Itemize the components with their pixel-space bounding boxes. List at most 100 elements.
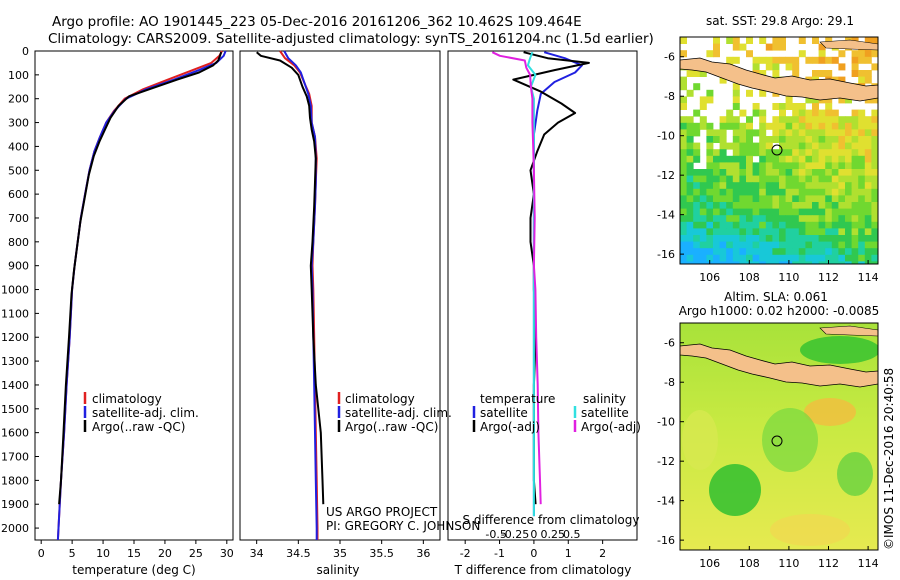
- sst-cell: [686, 235, 694, 242]
- sst-cell: [838, 221, 846, 229]
- sst-cell: [706, 155, 714, 163]
- sst-cell: [699, 221, 707, 229]
- sst-cell: [706, 221, 714, 229]
- sst-cell: [699, 122, 707, 130]
- sst-cell: [765, 202, 773, 209]
- sst-cell: [871, 228, 878, 236]
- sst-cell: [851, 169, 859, 176]
- sst-cell: [831, 241, 839, 249]
- x-tick-label: 25: [189, 547, 203, 560]
- sst-cell: [831, 169, 839, 176]
- sst-cell: [831, 261, 839, 264]
- sst-cell: [825, 235, 833, 242]
- sst-cell: [851, 136, 859, 143]
- sst-cell: [693, 142, 701, 150]
- sst-cell: [798, 122, 806, 130]
- sst-cell: [851, 248, 859, 256]
- sst-cell: [845, 215, 852, 223]
- sst-cell: [792, 261, 800, 264]
- sst-cell: [818, 228, 826, 236]
- sst-cell: [680, 248, 687, 256]
- sst-cell: [779, 169, 786, 176]
- sst-cell: [732, 195, 740, 203]
- sst-cell: [845, 149, 852, 157]
- sst-cell: [851, 228, 859, 236]
- sst-cell: [779, 241, 786, 249]
- sst-cell: [772, 254, 780, 262]
- sst-cell: [798, 261, 806, 264]
- sst-cell: [686, 195, 694, 203]
- map-y-tick-label: -10: [657, 416, 675, 429]
- sst-cell: [812, 208, 819, 216]
- sst-cell: [779, 221, 786, 229]
- sst-cell: [752, 221, 760, 229]
- sst-cell: [686, 208, 694, 216]
- legend-label-s-satellite: satellite: [581, 406, 629, 420]
- series-line-satellite-adj-clim-: [56, 50, 227, 541]
- sst-cell: [706, 195, 714, 203]
- x-tick-label: 34.5: [286, 547, 311, 560]
- sst-cell: [706, 241, 714, 249]
- sst-cell: [864, 188, 872, 196]
- sst-cell: [713, 195, 720, 203]
- sst-cell: [825, 129, 833, 137]
- legend-title-salinity: salinity: [583, 392, 626, 406]
- sst-cell: [798, 254, 806, 262]
- sst-cell: [838, 208, 846, 216]
- sst-cell: [825, 162, 833, 170]
- sst-cell: [838, 63, 846, 71]
- sst-cell: [779, 37, 786, 44]
- sst-cell: [792, 221, 800, 229]
- sst-cell: [746, 228, 753, 236]
- temperature-x-axis: 0 5 10 15 20 25 30: [38, 540, 234, 560]
- sst-cell: [845, 221, 852, 229]
- sst-cell: [864, 175, 872, 183]
- sst-cell: [858, 129, 866, 137]
- sst-cell: [785, 122, 793, 130]
- sst-cell: [752, 215, 760, 223]
- java-island-shape: [680, 343, 878, 388]
- sst-cell: [719, 241, 727, 249]
- sst-cell: [838, 202, 846, 209]
- sst-cell: [699, 188, 707, 196]
- map-y-tick-label: -14: [657, 495, 675, 508]
- sst-cell: [792, 182, 800, 190]
- sla-map-subtitle: Argo h1000: 0.02 h2000: -0.0085: [679, 304, 880, 318]
- sst-cell: [746, 221, 753, 229]
- sst-cell: [752, 254, 760, 262]
- map-x-tick-label: 108: [739, 557, 760, 570]
- sst-cell: [680, 162, 687, 170]
- sst-cell: [706, 215, 714, 223]
- sst-cell: [746, 162, 753, 170]
- temperature-x-label: temperature (deg C): [72, 563, 195, 577]
- sst-cell: [845, 208, 852, 216]
- sst-cell: [719, 254, 727, 262]
- sst-cell: [792, 129, 800, 137]
- sst-cell: [680, 149, 687, 157]
- sst-cell: [713, 50, 720, 58]
- sst-cell: [765, 248, 773, 256]
- sst-cell: [686, 136, 694, 143]
- legend-label-climatology: climatology: [92, 392, 162, 406]
- sst-cell: [779, 188, 786, 196]
- sst-cell: [825, 175, 833, 183]
- sst-cell: [871, 241, 878, 249]
- sst-cell: [772, 182, 780, 190]
- sst-cell: [805, 241, 813, 249]
- sst-cell: [845, 136, 852, 143]
- sst-cell: [719, 208, 727, 216]
- sst-cell: [719, 136, 727, 143]
- sst-cell: [732, 96, 740, 104]
- sst-cell: [871, 202, 878, 209]
- sst-cell: [845, 116, 852, 124]
- sst-cell: [825, 188, 833, 196]
- legend-label-satellite: satellite-adj. clim.: [345, 406, 452, 420]
- sst-cell: [752, 248, 760, 256]
- sst-cell: [706, 50, 714, 58]
- sst-cell: [680, 208, 687, 216]
- sst-cell: [779, 215, 786, 223]
- sst-cell: [838, 195, 846, 203]
- sst-cell: [772, 37, 780, 44]
- sst-cell: [812, 149, 819, 157]
- sst-cell: [732, 83, 740, 91]
